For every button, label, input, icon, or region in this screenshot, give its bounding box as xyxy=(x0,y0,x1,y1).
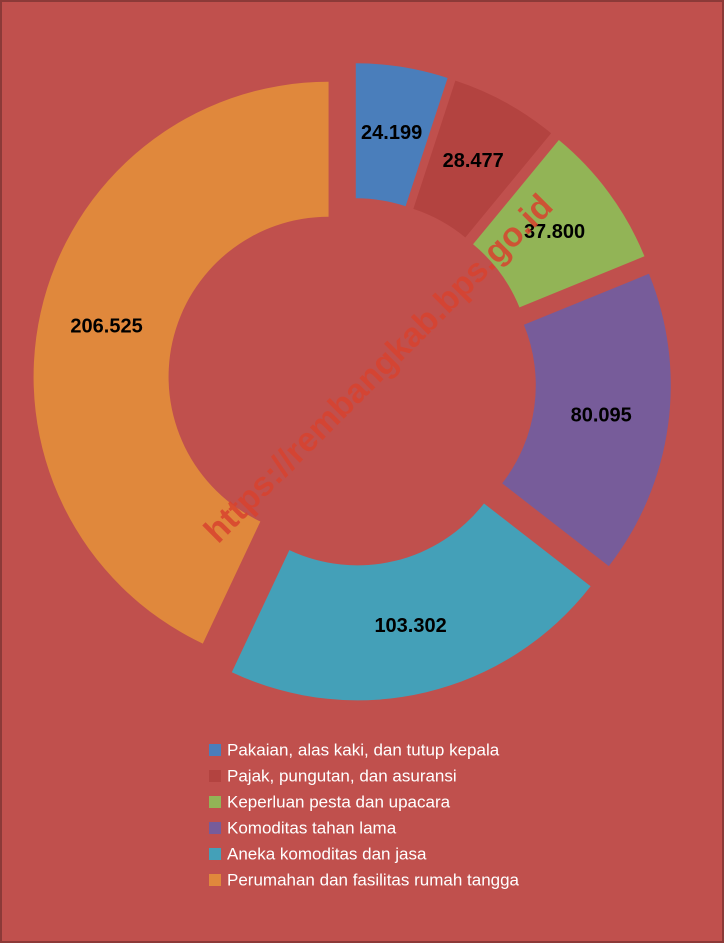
donut-slice xyxy=(502,273,671,567)
legend-label: Perumahan dan fasilitas rumah tangga xyxy=(227,870,520,889)
legend-swatch xyxy=(209,744,221,756)
legend-label: Komoditas tahan lama xyxy=(227,818,397,837)
donut-slice xyxy=(413,80,552,238)
data-label: 206.525 xyxy=(70,315,142,337)
data-label: 103.302 xyxy=(374,615,446,637)
legend-swatch xyxy=(209,770,221,782)
legend-swatch xyxy=(209,796,221,808)
legend-swatch xyxy=(209,874,221,886)
legend-swatch xyxy=(209,822,221,834)
data-label: 80.095 xyxy=(571,404,632,426)
data-label: 37.800 xyxy=(524,221,585,243)
legend-label: Pakaian, alas kaki, dan tutup kepala xyxy=(227,740,500,759)
donut-slice xyxy=(33,81,329,644)
legend-label: Aneka komoditas dan jasa xyxy=(227,844,427,863)
legend-label: Pajak, pungutan, dan asuransi xyxy=(227,766,457,785)
legend-swatch xyxy=(209,848,221,860)
donut xyxy=(33,63,671,701)
donut-slice xyxy=(231,503,591,701)
legend-label: Keperluan pesta dan upacara xyxy=(227,792,451,811)
donut-slice xyxy=(355,63,448,207)
data-label: 28.477 xyxy=(443,150,504,172)
donut-slice xyxy=(473,140,645,308)
data-label: 24.199 xyxy=(361,122,422,144)
